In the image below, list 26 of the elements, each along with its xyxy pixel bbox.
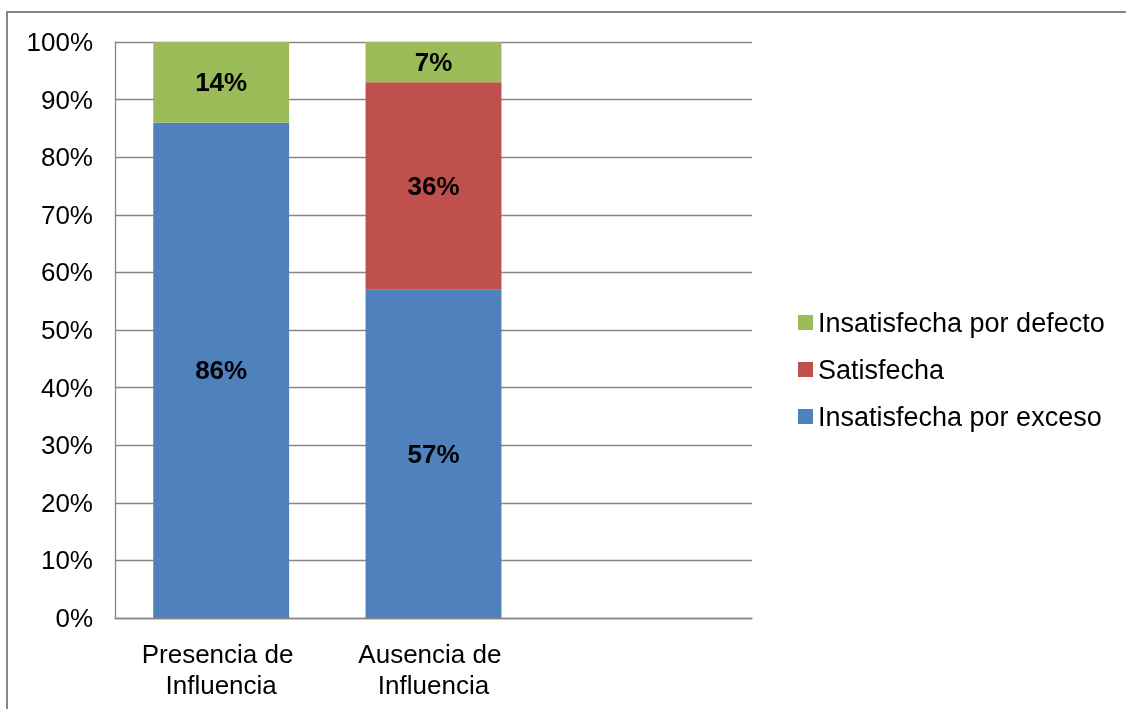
bar <box>365 289 502 618</box>
y-tick-label: 70% <box>40 199 93 230</box>
legend-label: Insatisfecha por defecto <box>818 307 1105 338</box>
y-tick-label: 60% <box>40 257 93 288</box>
x-tick-label: Presencia de Influencia <box>141 638 301 700</box>
legend-label: Satisfecha <box>818 354 946 385</box>
bar <box>365 42 502 83</box>
y-tick-label: 100% <box>26 27 93 57</box>
data-label: 36% <box>407 171 460 201</box>
y-tick-label: 40% <box>40 372 93 403</box>
y-tick-label: 0% <box>55 603 93 633</box>
y-tick-label: 50% <box>40 315 93 345</box>
bar <box>365 82 502 290</box>
x-tick-label: Ausencia de Influencia <box>358 638 509 700</box>
legend-label: Insatisfecha por exceso <box>818 401 1102 432</box>
y-tick-label: 80% <box>40 142 93 173</box>
data-label: 14% <box>195 67 248 98</box>
data-label: 57% <box>407 438 460 469</box>
y-tick-label: 10% <box>40 545 93 576</box>
bar <box>153 42 290 123</box>
y-tick-label: 20% <box>40 487 93 518</box>
data-label: 86% <box>195 355 248 386</box>
bar <box>153 122 290 618</box>
y-tick-label: 90% <box>40 84 93 115</box>
data-label: 7% <box>414 47 453 78</box>
y-tick-label: 30% <box>40 430 93 461</box>
